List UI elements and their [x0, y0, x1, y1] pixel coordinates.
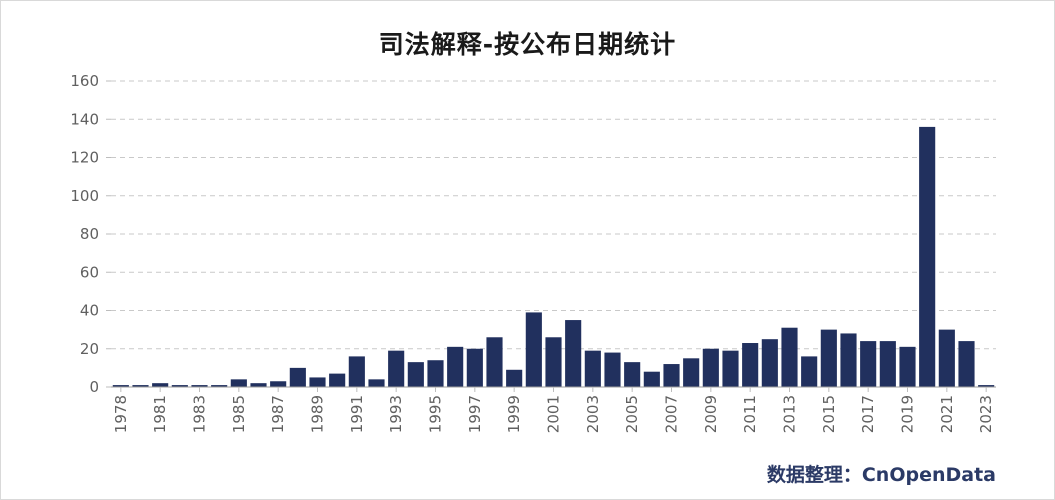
x-tick-label: 1981 — [151, 395, 169, 433]
x-tick-label: 1991 — [348, 395, 366, 433]
bar-2016 — [840, 333, 857, 387]
bar-1994 — [407, 362, 424, 387]
x-tick-label: 2007 — [663, 395, 681, 433]
bar-1997 — [466, 348, 483, 387]
bar-1990 — [329, 373, 346, 387]
x-tick-label: 1983 — [191, 395, 209, 433]
bar-1991 — [348, 356, 365, 387]
bar-2019 — [899, 346, 916, 387]
y-tick-label: 0 — [89, 378, 99, 396]
x-tick-label: 1985 — [230, 395, 248, 433]
bar-1989 — [309, 377, 326, 387]
bar-2007 — [663, 364, 680, 387]
bar-2001 — [545, 337, 562, 387]
bar-1987 — [270, 381, 287, 387]
x-tick-label: 2003 — [584, 395, 602, 433]
x-tick-label: 2001 — [545, 395, 563, 433]
chart-title: 司法解释-按公布日期统计 — [378, 30, 677, 59]
x-tick-label: 1987 — [269, 395, 287, 433]
x-tick-label: 2013 — [781, 395, 799, 433]
x-tick-label: 2017 — [859, 395, 877, 433]
x-tick-label: 2015 — [820, 395, 838, 433]
bar-2002 — [565, 320, 582, 387]
x-tick-label: 2005 — [623, 395, 641, 433]
bar-1988 — [289, 367, 306, 387]
bar-1986 — [250, 383, 267, 387]
bar-1978 — [112, 385, 129, 387]
bar-2013 — [781, 327, 798, 387]
bar-1993 — [388, 350, 405, 387]
x-tick-label: 2009 — [702, 395, 720, 433]
x-tick-label: 1997 — [466, 395, 484, 433]
y-tick-label: 40 — [80, 302, 99, 320]
bar-2003 — [584, 350, 601, 387]
bar-2020 — [919, 126, 936, 388]
bar-2023 — [978, 385, 995, 387]
bar-1982 — [171, 385, 188, 387]
bar-2000 — [525, 312, 542, 387]
x-tick-label: 1993 — [387, 395, 405, 433]
bar-1996 — [447, 346, 464, 387]
bar-2012 — [761, 339, 778, 387]
bar-2010 — [722, 350, 739, 387]
y-tick-label: 140 — [70, 110, 99, 128]
bar-1995 — [427, 360, 444, 387]
bar-1984 — [211, 385, 228, 387]
bar-2014 — [801, 356, 818, 387]
bar-2006 — [643, 371, 660, 387]
x-tick-label: 2021 — [938, 395, 956, 433]
x-tick-label: 2019 — [899, 395, 917, 433]
bar-1981 — [152, 383, 169, 387]
x-tick-label: 1978 — [112, 395, 130, 433]
bar-2017 — [860, 341, 877, 387]
bar-2015 — [820, 329, 837, 387]
y-tick-label: 160 — [70, 72, 99, 90]
y-tick-label: 80 — [80, 225, 99, 243]
x-tick-label: 1999 — [505, 395, 523, 433]
y-tick-label: 100 — [70, 187, 99, 205]
y-tick-label: 120 — [70, 149, 99, 167]
x-tick-label: 2011 — [741, 395, 759, 433]
y-tick-label: 60 — [80, 263, 99, 281]
bar-2009 — [702, 348, 719, 387]
x-tick-label: 1995 — [427, 395, 445, 433]
bar-1999 — [506, 369, 523, 387]
y-tick-label: 20 — [80, 340, 99, 358]
x-tick-label: 1989 — [309, 395, 327, 433]
source-credit: 数据整理：CnOpenData — [766, 464, 996, 486]
bar-1985 — [230, 379, 247, 387]
bar-2005 — [624, 362, 641, 387]
bar-2021 — [938, 329, 955, 387]
bar-2022 — [958, 341, 975, 387]
bar-1983 — [191, 385, 208, 387]
bar-2008 — [683, 358, 700, 387]
bar-1998 — [486, 337, 503, 387]
bar-2018 — [879, 341, 896, 387]
bar-1992 — [368, 379, 385, 387]
bar-2011 — [742, 343, 759, 387]
bar-2004 — [604, 352, 621, 387]
bar-1980 — [132, 385, 149, 387]
x-tick-label: 2023 — [977, 395, 995, 433]
